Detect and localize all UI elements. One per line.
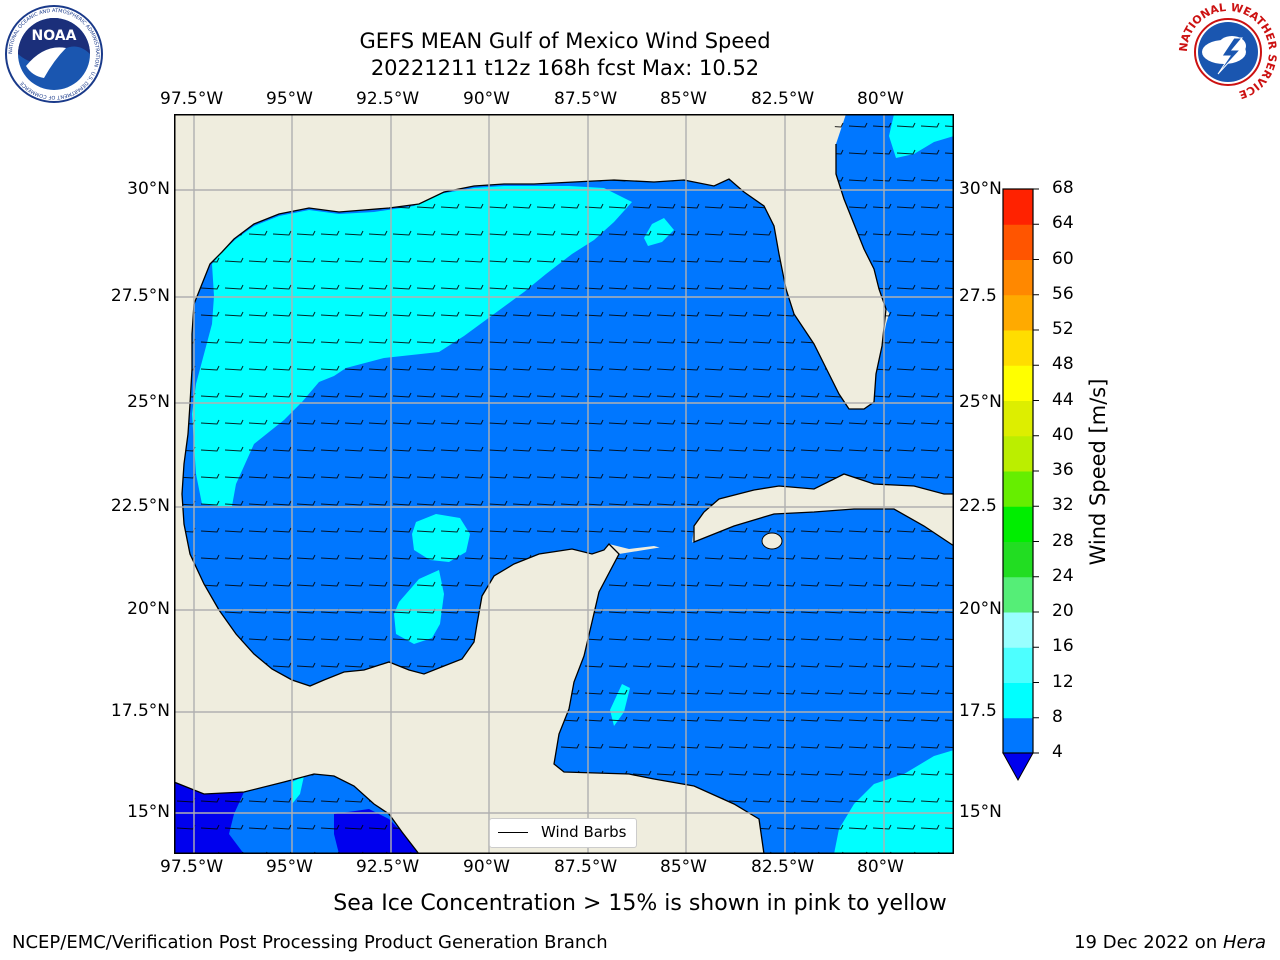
- lat-label-right: 30°N: [959, 179, 1002, 199]
- colorbar-tick-label: 24: [1052, 565, 1074, 586]
- colorbar-segment: [1003, 435, 1033, 472]
- colorbar-segment: [1003, 330, 1033, 366]
- colorbar-segment: [1003, 259, 1033, 296]
- lat-label-right: 22.5: [959, 496, 997, 516]
- colorbar-tick-label: 68: [1052, 178, 1074, 198]
- colorbar-segment: [1003, 471, 1033, 507]
- colorbar-segment: [1003, 647, 1033, 683]
- colorbar-segment: [1003, 717, 1033, 754]
- colorbar-tick-label: 32: [1052, 495, 1074, 516]
- lat-label-left: 15°N: [127, 802, 170, 822]
- lat-label-right: 20°N: [959, 599, 1002, 619]
- colorbar-tick-label: 40: [1052, 424, 1074, 445]
- colorbar-tick-label: 48: [1052, 354, 1074, 375]
- lat-label-left: 22.5°N: [110, 496, 170, 516]
- land-cuba: [694, 474, 954, 546]
- footer-date-text: 19 Dec 2022 on: [1074, 932, 1223, 953]
- lon-label-bottom: 80°W: [857, 857, 904, 877]
- lon-label-bottom: 82.5°W: [751, 857, 815, 877]
- sea-ice-note: Sea Ice Concentration > 15% is shown in …: [333, 891, 947, 916]
- lon-label-top: 95°W: [266, 89, 313, 109]
- lat-label-right: 15°N: [959, 802, 1002, 822]
- footer-host: Hera: [1222, 932, 1266, 953]
- lat-label-left: 30°N: [127, 179, 170, 199]
- map-subtitle: 20221211 t12z 168h fcst Max: 10.52: [370, 56, 760, 80]
- coastline-cuba: [693, 473, 954, 547]
- colorbar-segment: [1003, 506, 1033, 542]
- colorbar-segment: [1003, 189, 1033, 225]
- colorbar-segment: [1003, 365, 1033, 401]
- colorbar-tick-label: 20: [1052, 601, 1074, 621]
- map-title: GEFS MEAN Gulf of Mexico Wind Speed: [359, 29, 771, 53]
- lat-label-left: 27.5°N: [110, 286, 170, 306]
- coastline-us: [181, 144, 887, 854]
- colorbar-tick-label: 16: [1052, 636, 1074, 657]
- colorbar-tick-label: 60: [1052, 248, 1074, 269]
- wind-speed-map: [174, 114, 954, 854]
- noaa-logo: NOAA NATIONAL OCEANIC AND ATMOSPHERIC AD…: [5, 5, 103, 103]
- colorbar: [1002, 188, 1039, 782]
- map-legend: Wind Barbs: [489, 818, 637, 848]
- colorbar-segment: [1003, 576, 1033, 613]
- lon-label-top: 90°W: [463, 89, 510, 109]
- lon-label-bottom: 95°W: [266, 857, 313, 877]
- lat-label-right: 27.5: [959, 286, 997, 306]
- colorbar-under-triangle: [1002, 752, 1034, 782]
- colorbar-tick-label: 36: [1052, 460, 1074, 480]
- colorbar-segment: [1003, 400, 1033, 437]
- colorbar-segment: [1003, 224, 1033, 260]
- colorbar-tick-label: 8: [1052, 706, 1063, 727]
- colorbar-segment: [1003, 541, 1033, 578]
- nws-logo: NATIONAL WEATHER SERVICE: [1178, 2, 1278, 101]
- colorbar-tick-label: 44: [1052, 389, 1074, 410]
- colorbar-tick-label: 52: [1052, 319, 1074, 339]
- map-frame: [174, 114, 954, 854]
- coastline-pacific: [174, 773, 420, 854]
- colorbar-tick-label: 12: [1052, 671, 1074, 692]
- svg-text:NOAA: NOAA: [32, 28, 77, 44]
- lon-label-bottom: 90°W: [463, 857, 510, 877]
- lon-label-top: 92.5°W: [356, 89, 420, 109]
- colorbar-segment: [1003, 682, 1033, 719]
- lon-label-bottom: 85°W: [660, 857, 707, 877]
- colorbar-segment: [1003, 294, 1033, 331]
- lon-label-top: 82.5°W: [751, 89, 815, 109]
- lon-label-top: 80°W: [857, 89, 904, 109]
- land-isle-of-youth: [761, 532, 783, 550]
- colorbar-segment: [1003, 612, 1033, 648]
- lon-label-bottom: 87.5°W: [554, 857, 618, 877]
- colorbar-tick-label: 56: [1052, 283, 1074, 304]
- lat-label-left: 25°N: [127, 392, 170, 412]
- lat-label-right: 25°N: [959, 392, 1002, 412]
- colorbar-tick-label: 28: [1052, 530, 1074, 551]
- lon-label-top: 85°W: [660, 89, 707, 109]
- footer-credit: NCEP/EMC/Verification Post Processing Pr…: [12, 932, 608, 953]
- lon-label-bottom: 97.5°W: [160, 857, 224, 877]
- lon-label-top: 87.5°W: [554, 89, 618, 109]
- footer-date: 19 Dec 2022 on Hera: [1074, 932, 1266, 953]
- wind-barb-legend-line: [498, 832, 528, 833]
- lon-label-top: 97.5°W: [160, 89, 224, 109]
- colorbar-tick-label: 4: [1052, 742, 1063, 762]
- lat-label-left: 20°N: [127, 599, 170, 619]
- colorbar-tick-label: 64: [1052, 213, 1074, 234]
- colorbar-label: Wind Speed [m/s]: [1086, 378, 1110, 566]
- lon-label-bottom: 92.5°W: [356, 857, 420, 877]
- lat-label-right: 17.5: [959, 701, 997, 721]
- legend-label: Wind Barbs: [541, 823, 627, 841]
- lat-label-left: 17.5°N: [110, 701, 170, 721]
- land-us-gulf-coast: [174, 114, 886, 854]
